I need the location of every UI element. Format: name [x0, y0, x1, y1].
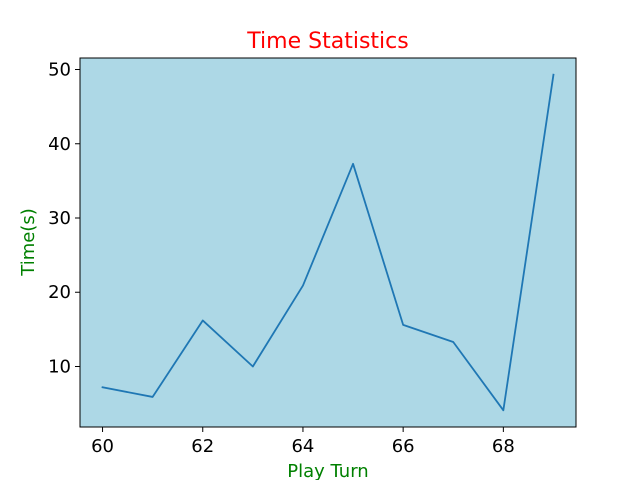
- x-tick-label: 66: [392, 436, 415, 457]
- y-tick-label: 20: [48, 282, 71, 303]
- series-line-0: [101, 73, 555, 412]
- x-tick-label: 64: [291, 436, 314, 457]
- x-axis-label: Play Turn: [287, 461, 368, 480]
- x-axis-ticks: 60 62 64 66 68: [91, 427, 515, 457]
- y-tick-label: 10: [48, 356, 71, 377]
- x-tick-label: 68: [492, 436, 515, 457]
- x-tick-label: 62: [191, 436, 214, 457]
- y-axis-ticks: 10 20 30 40 50: [48, 60, 80, 377]
- plot-area: [80, 58, 576, 427]
- y-tick-label: 40: [48, 134, 71, 155]
- series-layer: [101, 73, 555, 412]
- chart-title: Time Statistics: [246, 29, 408, 54]
- y-axis-label: Time(s): [18, 208, 39, 276]
- x-tick-label: 60: [91, 436, 114, 457]
- y-tick-label: 50: [48, 60, 71, 81]
- y-tick-label: 30: [48, 208, 71, 229]
- plot-frame: [79, 57, 577, 428]
